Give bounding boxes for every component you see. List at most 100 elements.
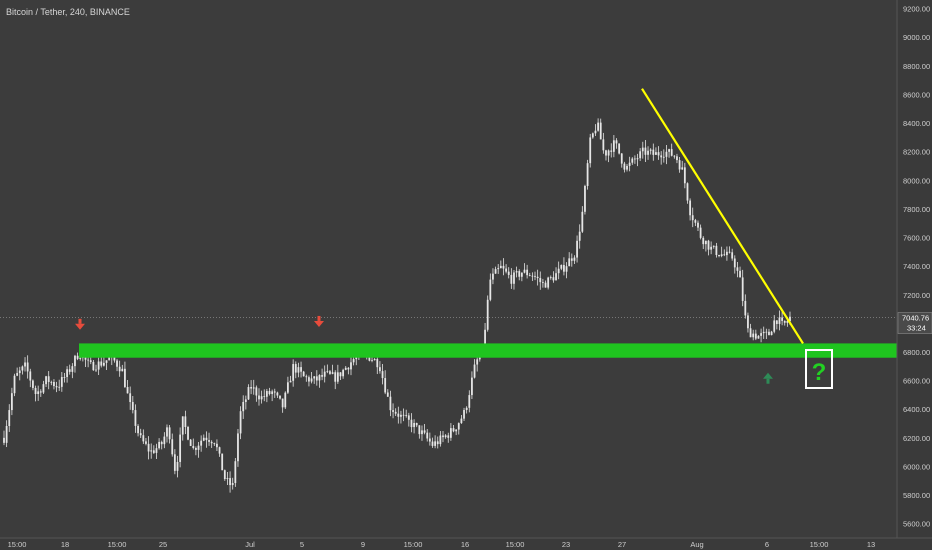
- candle-body: [762, 331, 765, 334]
- arrow-down-icon[interactable]: [75, 318, 85, 330]
- candle-body: [216, 443, 218, 448]
- candle-body: [89, 360, 92, 362]
- candle-body: [294, 364, 297, 373]
- candle-body: [726, 251, 728, 256]
- question-mark: ?: [812, 359, 827, 386]
- candle-body: [84, 355, 87, 360]
- time-tick-label: Aug: [690, 540, 703, 549]
- candle-body: [560, 264, 563, 269]
- candle-body: [649, 149, 652, 151]
- candle-body: [305, 376, 308, 378]
- candle-body: [400, 414, 402, 417]
- arrow-up-icon[interactable]: [763, 372, 773, 384]
- candle-body: [71, 366, 74, 372]
- candle-body: [102, 362, 105, 366]
- candle-body: [147, 443, 150, 452]
- candle-body: [339, 372, 342, 377]
- time-axis-panel[interactable]: [0, 538, 932, 550]
- candle-body: [255, 387, 258, 396]
- candle-body: [315, 376, 318, 381]
- candle-body: [576, 240, 578, 258]
- price-tick-label: 6400.00: [903, 405, 930, 414]
- candle-body: [16, 373, 19, 376]
- candle-body: [413, 422, 415, 428]
- candle-body: [152, 450, 155, 453]
- candle-body: [223, 470, 226, 480]
- candle-body: [668, 149, 670, 152]
- candle-body: [176, 461, 179, 471]
- candle-body: [29, 371, 32, 381]
- candle-body: [45, 376, 47, 385]
- candle-body: [265, 391, 268, 397]
- candle-body: [50, 381, 53, 383]
- candle-body: [368, 355, 371, 361]
- time-tick-label: 15:00: [404, 540, 423, 549]
- candle-body: [8, 410, 11, 427]
- candle-body: [415, 422, 418, 426]
- support-zone[interactable]: [79, 343, 897, 358]
- time-tick-label: 9: [361, 540, 365, 549]
- time-tick-label: 15:00: [108, 540, 127, 549]
- candle-body: [92, 361, 95, 371]
- candle-body: [76, 355, 79, 359]
- trendline[interactable]: [641, 88, 804, 344]
- candle-body: [465, 407, 468, 411]
- candle-body: [421, 430, 423, 435]
- arrow-down-icon[interactable]: [314, 315, 324, 327]
- time-tick-label: 6: [765, 540, 769, 549]
- candle-body: [610, 150, 613, 152]
- candle-body: [605, 150, 607, 156]
- candle-body: [394, 411, 397, 414]
- candle-body: [728, 251, 731, 253]
- candle-body: [260, 396, 263, 400]
- candle-body: [407, 415, 410, 420]
- candle-body: [418, 425, 421, 435]
- candle-body: [689, 200, 692, 216]
- candle-body: [74, 355, 76, 367]
- candle-body: [126, 386, 129, 394]
- candle-body: [754, 333, 757, 339]
- candle-body: [402, 414, 405, 416]
- price-axis-panel[interactable]: [897, 0, 932, 550]
- time-tick-label: 27: [618, 540, 626, 549]
- candle-body: [200, 440, 203, 446]
- candle-body: [631, 158, 634, 163]
- candle-body: [134, 410, 137, 426]
- candle-body: [452, 428, 455, 432]
- candle-body: [723, 254, 726, 256]
- candle-body: [37, 391, 40, 395]
- candle-body: [489, 279, 492, 300]
- candle-body: [142, 435, 145, 442]
- candle-body: [189, 439, 192, 446]
- price-tick-label: 6800.00: [903, 348, 930, 357]
- candle-body: [423, 430, 426, 433]
- candle-body: [513, 272, 515, 284]
- candle-body: [247, 387, 250, 400]
- candle-body: [676, 156, 678, 161]
- candle-body: [460, 418, 463, 424]
- candle-body: [218, 447, 221, 454]
- candle-body: [565, 266, 568, 272]
- candle-body: [313, 376, 316, 379]
- candle-body: [381, 371, 384, 379]
- candle-body: [323, 371, 326, 377]
- candle-body: [652, 149, 655, 155]
- candle-body: [494, 269, 497, 274]
- candle-body: [347, 367, 350, 370]
- candle-body: [520, 272, 523, 277]
- candle-body: [405, 415, 408, 416]
- time-tick-label: 13: [867, 540, 875, 549]
- candle-body: [510, 274, 513, 284]
- candle-body: [523, 269, 526, 273]
- candle-body: [208, 440, 210, 442]
- time-tick-label: 23: [562, 540, 570, 549]
- candle-body: [24, 362, 26, 367]
- candle-body: [68, 369, 71, 372]
- candle-body: [331, 372, 334, 374]
- candle-body: [47, 376, 50, 382]
- candle-body: [662, 156, 665, 158]
- bar-countdown: 33:24: [907, 324, 926, 333]
